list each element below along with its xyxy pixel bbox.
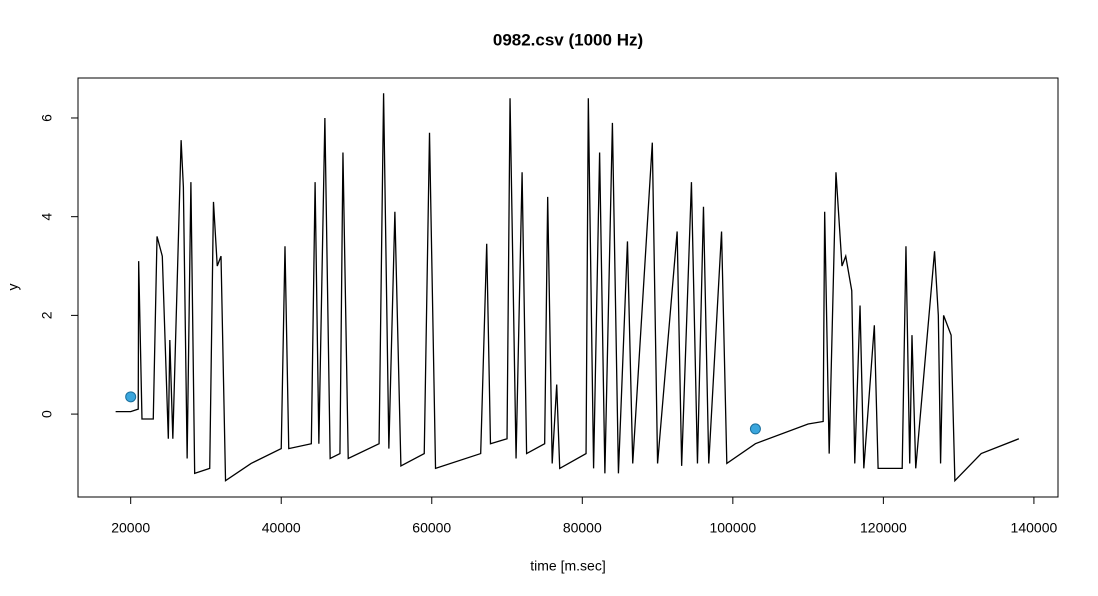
x-tick-label: 60000 <box>412 520 451 536</box>
chart-title: 0982.csv (1000 Hz) <box>493 30 643 49</box>
x-tick-label: 40000 <box>262 520 301 536</box>
x-tick-label: 140000 <box>1011 520 1058 536</box>
marker-point <box>749 423 761 435</box>
x-axis-label: time [m.sec] <box>530 558 605 574</box>
y-tick-label: 6 <box>39 114 55 122</box>
x-tick-label: 80000 <box>563 520 602 536</box>
y-axis-label: y <box>5 284 21 291</box>
x-tick-label: 120000 <box>860 520 907 536</box>
y-tick-label: 0 <box>39 410 55 418</box>
plot-box <box>77 77 1059 498</box>
data-line <box>115 93 1020 483</box>
x-tick-label: 20000 <box>111 520 150 536</box>
x-tick-label: 100000 <box>709 520 756 536</box>
y-tick-label: 2 <box>39 311 55 319</box>
marker-point <box>125 391 137 403</box>
y-tick-label: 4 <box>39 213 55 221</box>
